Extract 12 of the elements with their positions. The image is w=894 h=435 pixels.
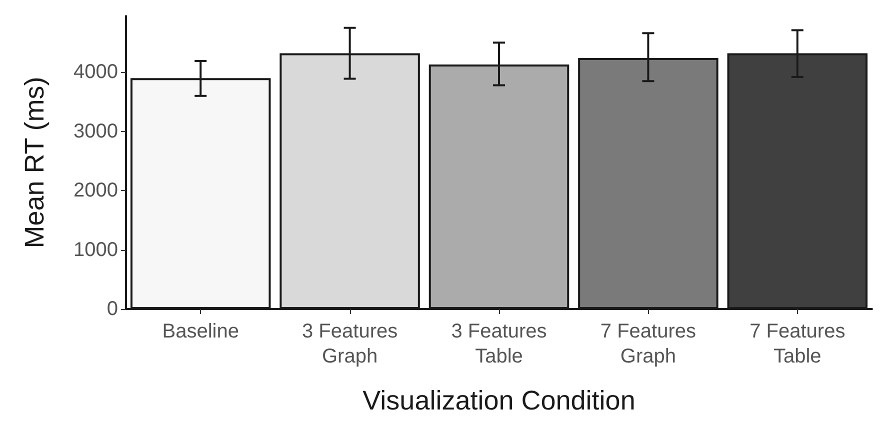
y-axis-title: Mean RT (ms): [20, 76, 50, 248]
x-axis-title: Visualization Condition: [362, 386, 636, 416]
x-tick-label: 3 Features Graph: [302, 320, 398, 368]
x-tick-label: Baseline: [162, 320, 239, 342]
y-tick-label: 3000: [74, 120, 118, 142]
y-tick-label: 2000: [74, 180, 118, 202]
y-tick-label: 4000: [74, 61, 118, 84]
x-tick-label: 7 Features Graph: [600, 320, 696, 368]
y-tick-label: 0: [106, 298, 118, 320]
y-tick-label: 1000: [74, 238, 118, 261]
x-tick-label: 3 Features Table: [451, 320, 547, 368]
x-tick-label: 7 Features Table: [750, 320, 846, 368]
